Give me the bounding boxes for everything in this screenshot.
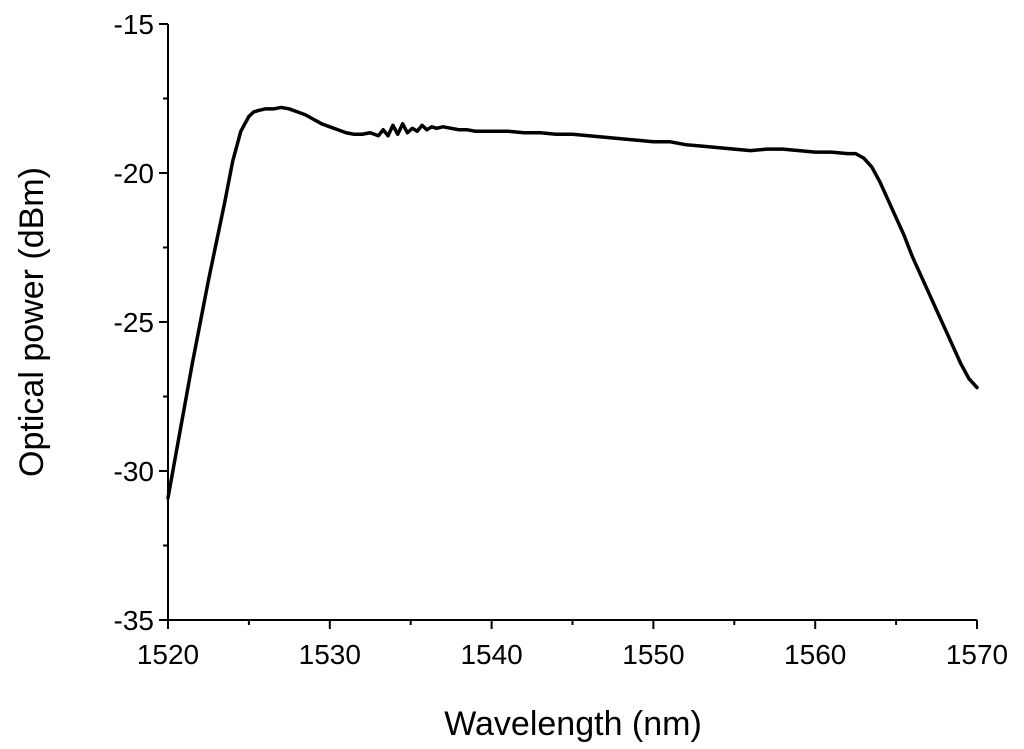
x-tick-label: 1550 — [622, 639, 684, 670]
chart-axes — [167, 24, 977, 621]
x-tick-label: 1560 — [784, 639, 846, 670]
y-tick-label: -20 — [114, 158, 154, 189]
x-tick-label: 1570 — [946, 639, 1008, 670]
y-axis-title: Optical power (dBm) — [13, 167, 51, 477]
series-line — [166, 105, 979, 500]
y-tick-label: -25 — [114, 307, 154, 338]
x-axis-title: Wavelength (nm) — [444, 705, 702, 743]
x-tick-label: 1520 — [137, 639, 199, 670]
chart-series — [166, 105, 979, 500]
x-tick-label: 1530 — [299, 639, 361, 670]
y-tick-label: -30 — [114, 456, 154, 487]
x-tick-label: 1540 — [460, 639, 522, 670]
y-tick-label: -35 — [114, 605, 154, 636]
y-tick-label: -15 — [114, 9, 154, 40]
